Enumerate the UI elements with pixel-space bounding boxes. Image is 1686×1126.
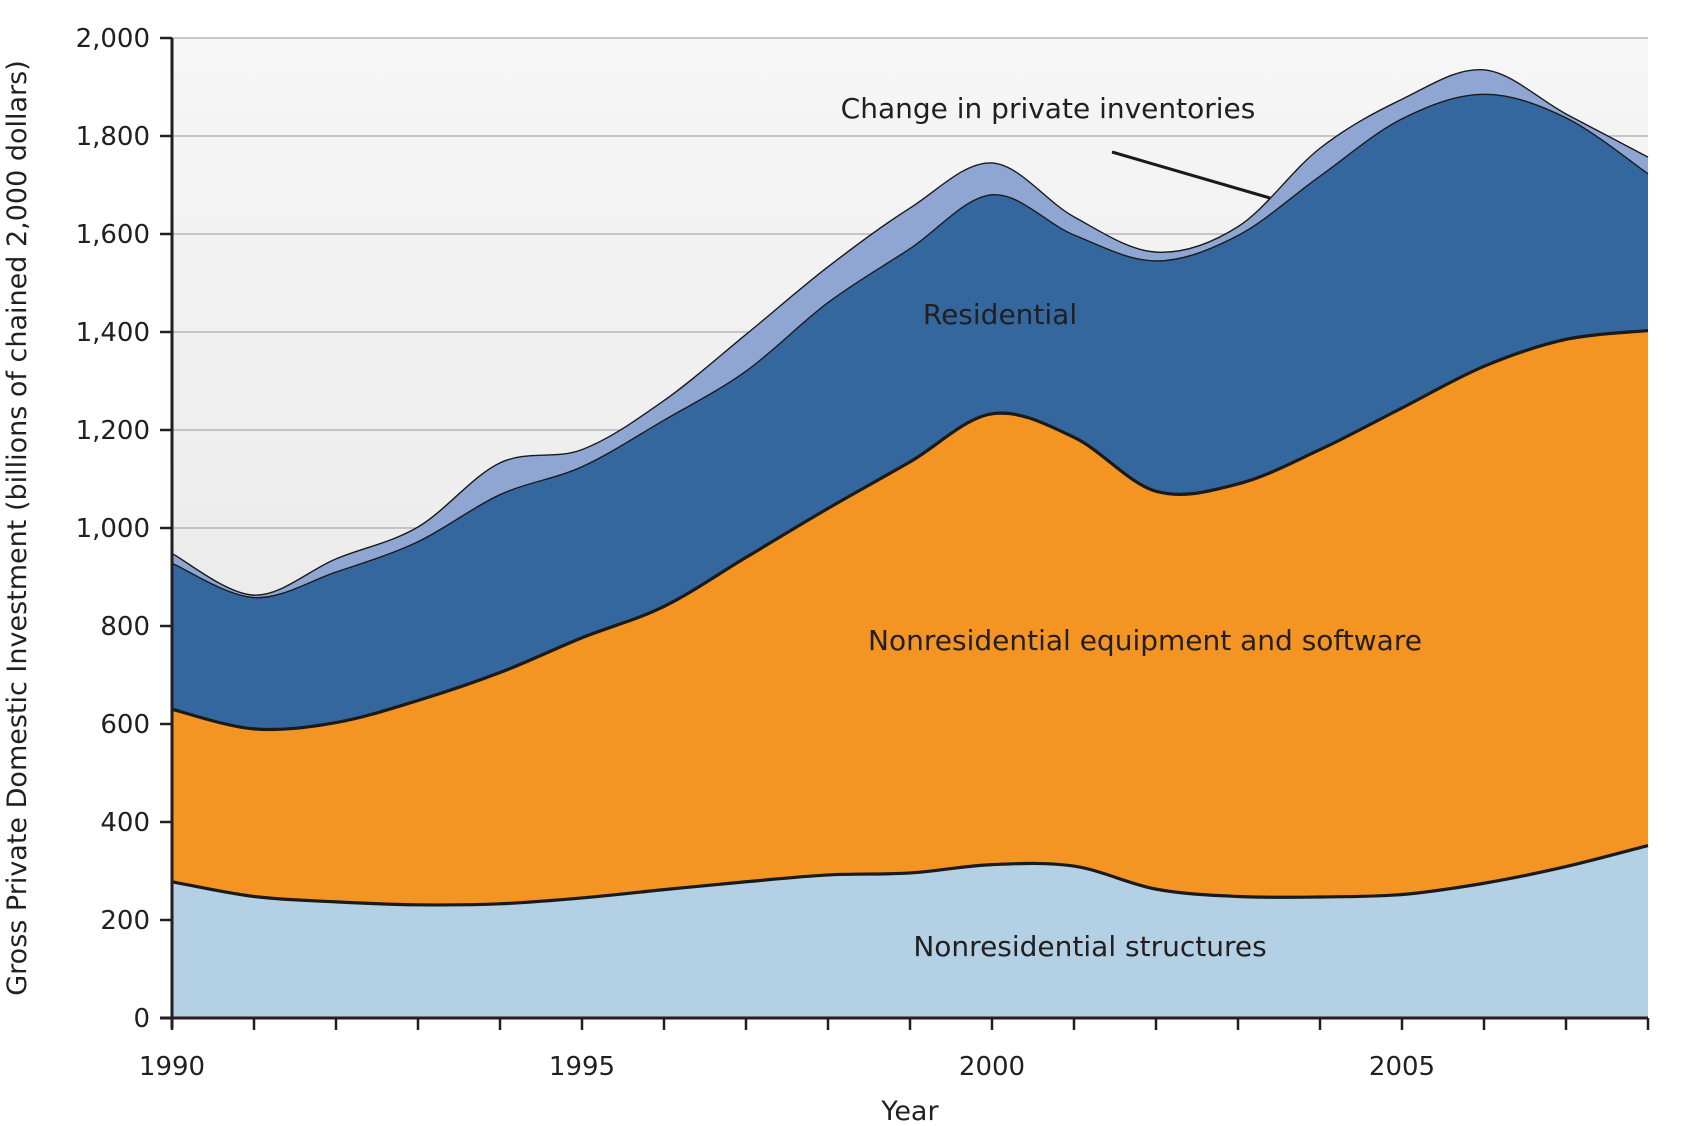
x-tick-label: 1990 (139, 1052, 205, 1082)
axes: 0 200 400 600 800 1,000 1,200 1,400 1,600 1,800 2,… (76, 24, 1650, 1082)
series-line-nonresidential-equipment-and-software (171, 328, 1649, 732)
annotations: Change in private inventories Residentia… (841, 92, 1422, 963)
y-tick-label: 1,800 (76, 122, 150, 152)
series-line-nonresidential-structures (171, 843, 1649, 907)
y-tick-label: 1,600 (76, 220, 150, 250)
y-tick-label: 1,000 (76, 514, 150, 544)
y-tick-label: 800 (100, 612, 150, 642)
series-line-residential (171, 93, 1649, 599)
x-tick-label: 1995 (549, 1052, 615, 1082)
area-nonresidential-equipment-and-software (172, 330, 1648, 905)
inventories-label: Change in private inventories (841, 92, 1256, 125)
y-axis-title: Gross Private Domestic Investment (billi… (2, 60, 33, 996)
series-line-change-in-private-inventories (171, 69, 1649, 596)
x-axis-title: Year (880, 1096, 939, 1126)
x-tick-label: 2005 (1369, 1052, 1435, 1082)
y-tick-label: 0 (133, 1004, 150, 1034)
series-areas (171, 69, 1649, 1018)
area-residential (172, 94, 1648, 730)
y-tick-label: 1,200 (76, 416, 150, 446)
x-tick-label: 2000 (959, 1052, 1025, 1082)
y-tick-label: 1,400 (76, 318, 150, 348)
residential-label: Residential (923, 298, 1077, 331)
area-nonresidential-structures (172, 845, 1648, 1018)
equipment-software-label: Nonresidential equipment and software (868, 624, 1422, 657)
y-tick-label: 200 (100, 906, 150, 936)
area-change-in-private-inventories (172, 69, 1648, 598)
y-tick-label: 600 (100, 710, 150, 740)
structures-label: Nonresidential structures (913, 930, 1266, 963)
y-tick-label: 2,000 (76, 24, 150, 54)
y-tick-label: 400 (100, 808, 150, 838)
inventories-annotation-leader (1111, 150, 1271, 200)
